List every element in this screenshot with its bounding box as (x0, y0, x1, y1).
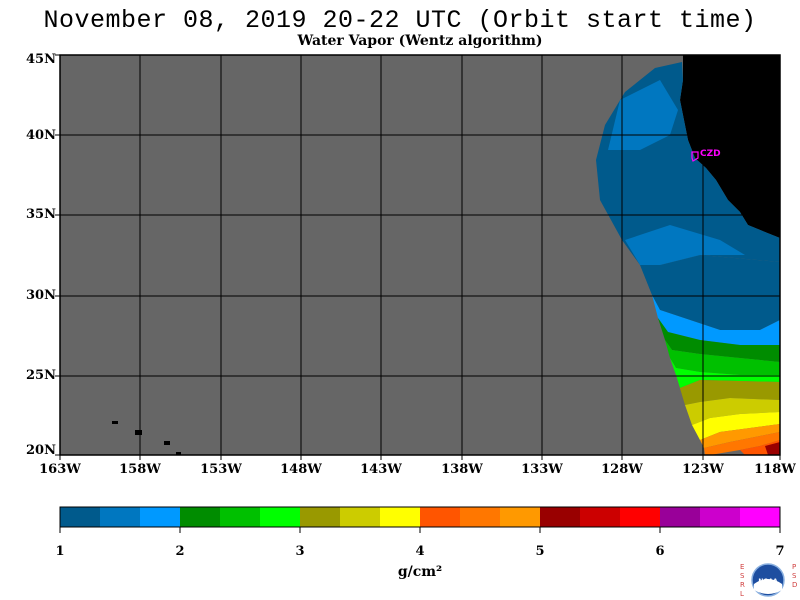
swath-band-brightgreen (670, 358, 780, 388)
colorbar-swatch-7 (340, 507, 380, 527)
lon-label-163w: 163W (39, 462, 81, 477)
lon-label-123w: 123W (682, 462, 724, 477)
colorbar-tick-6: 6 (655, 544, 665, 559)
colorbar-swatch-17 (740, 507, 780, 527)
lat-label-25n: 25N (26, 368, 56, 383)
logo-letter-l: L (740, 590, 744, 598)
colorbar-swatch-8 (380, 507, 420, 527)
colorbar-swatch-12 (540, 507, 580, 527)
lon-label-128w: 128W (601, 462, 643, 477)
land-mask (680, 55, 780, 238)
colorbar-swatch-13 (580, 507, 620, 527)
lat-label-20n: 20N (26, 443, 56, 458)
lat-label-30n: 30N (26, 288, 56, 303)
colorbar-swatch-4 (220, 507, 260, 527)
station-czd-marker-icon (691, 151, 699, 162)
station-czd-label: CZD (700, 149, 721, 159)
colorbar-tick-2: 2 (175, 544, 185, 559)
lon-label-148w: 148W (280, 462, 322, 477)
colorbar-swatch-9 (420, 507, 460, 527)
map-border (59, 54, 781, 456)
logo-letter-d: D (792, 581, 797, 589)
lon-label-133w: 133W (521, 462, 563, 477)
colorbar-swatch-15 (660, 507, 700, 527)
colorbar-swatch-5 (260, 507, 300, 527)
colorbar-swatch-0 (60, 507, 100, 527)
colorbar-swatch-14 (620, 507, 660, 527)
map-frame: CZD (55, 54, 781, 460)
colorbar-swatch-16 (700, 507, 740, 527)
lat-label-40n: 40N (26, 128, 56, 143)
logo-letter-s: S (740, 572, 745, 580)
lon-label-143w: 143W (360, 462, 402, 477)
logo-noaa-text: NOAA (758, 578, 778, 585)
map-subtitle: Water Vapor (Wentz algorithm) (297, 33, 543, 49)
hawaii-island-3 (164, 441, 170, 445)
lon-label-118w: 118W (754, 462, 796, 477)
logo-letter-s2: S (792, 572, 797, 580)
swath-band-darkred (765, 442, 780, 455)
swath-band-yellow (692, 412, 780, 440)
swath-band-darkgreen (658, 318, 780, 362)
swath-band-lightorange (700, 424, 780, 448)
lon-label-153w: 153W (200, 462, 242, 477)
colorbar-tick-5: 5 (535, 544, 545, 559)
colorbar-swatch-2 (140, 507, 180, 527)
swath-band-orange (704, 432, 780, 455)
hawaii-island-4 (176, 452, 181, 455)
hawaii-island-2 (135, 430, 142, 435)
swath-band-olive (676, 375, 780, 405)
esrl-psd-noaa-logo: E S R L NOAA P S D (736, 560, 800, 600)
lat-label-35n: 35N (26, 207, 56, 222)
colorbar-swatch-11 (500, 507, 540, 527)
colorbar-swatch-1 (100, 507, 140, 527)
colorbar-tick-3: 3 (295, 544, 305, 559)
colorbar-units: g/cm² (397, 564, 443, 580)
logo-letter-p: P (792, 563, 796, 571)
lon-label-138w: 138W (441, 462, 483, 477)
logo-letter-r: R (740, 581, 745, 589)
colorbar (59, 506, 781, 533)
colorbar-tick-7: 7 (775, 544, 785, 559)
colorbar-tick-4: 4 (415, 544, 425, 559)
colorbar-tick-1: 1 (55, 544, 65, 559)
swath-band-green (665, 340, 780, 375)
swath-band-darkblue-south (640, 255, 780, 330)
hawaii-island-1 (112, 421, 118, 424)
swath-band-medblue-north (608, 80, 678, 150)
colorbar-swatch-10 (460, 507, 500, 527)
lat-label-45n: 45N (26, 52, 56, 67)
swath-band-lightblue (652, 295, 780, 345)
colorbar-swatch-3 (180, 507, 220, 527)
map-title: November 08, 2019 20-22 UTC (Orbit start… (43, 6, 757, 35)
swath-band-darkyellow (685, 398, 780, 425)
swath-band-medblue (625, 225, 745, 265)
logo-letter-e: E (740, 563, 744, 571)
colorbar-swatch-6 (300, 507, 340, 527)
lon-label-158w: 158W (119, 462, 161, 477)
